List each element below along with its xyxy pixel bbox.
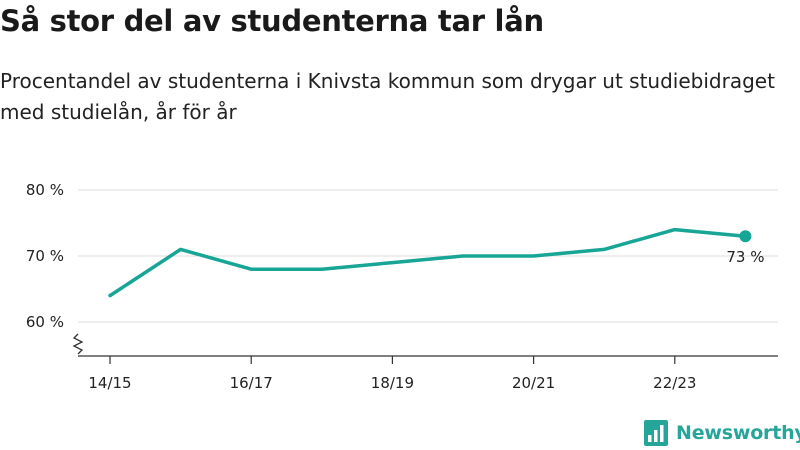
brand-logo: Newsworthy bbox=[644, 419, 800, 447]
data-labels: 73 % bbox=[726, 248, 764, 266]
end-value-label: 73 % bbox=[726, 248, 764, 266]
end-point-marker bbox=[739, 230, 752, 243]
chart-title: Så stor del av studenterna tar lån bbox=[0, 4, 544, 38]
y-tick-label: 60 % bbox=[26, 313, 64, 331]
x-axis: 14/15 16/17 18/19 20/21 22/23 bbox=[78, 355, 778, 392]
y-tick-label: 70 % bbox=[26, 247, 64, 265]
brand-name: Newsworthy bbox=[676, 422, 800, 444]
x-tick-label: 14/15 bbox=[88, 374, 131, 392]
x-tick-label: 16/17 bbox=[230, 374, 273, 392]
series-group bbox=[108, 227, 752, 298]
y-axis: 60 % 70 % 80 % bbox=[26, 181, 84, 355]
gridlines bbox=[78, 189, 778, 323]
axis-break-icon bbox=[72, 333, 84, 355]
series-line bbox=[108, 227, 748, 298]
y-tick-label: 80 % bbox=[26, 181, 64, 199]
x-tick-label: 18/19 bbox=[371, 374, 414, 392]
chart-subtitle: Procentandel av studenterna i Knivsta ko… bbox=[0, 69, 775, 124]
bar-chart-logo-icon bbox=[644, 420, 668, 446]
x-tick-label: 20/21 bbox=[512, 374, 555, 392]
x-tick-label: 22/23 bbox=[653, 374, 696, 392]
